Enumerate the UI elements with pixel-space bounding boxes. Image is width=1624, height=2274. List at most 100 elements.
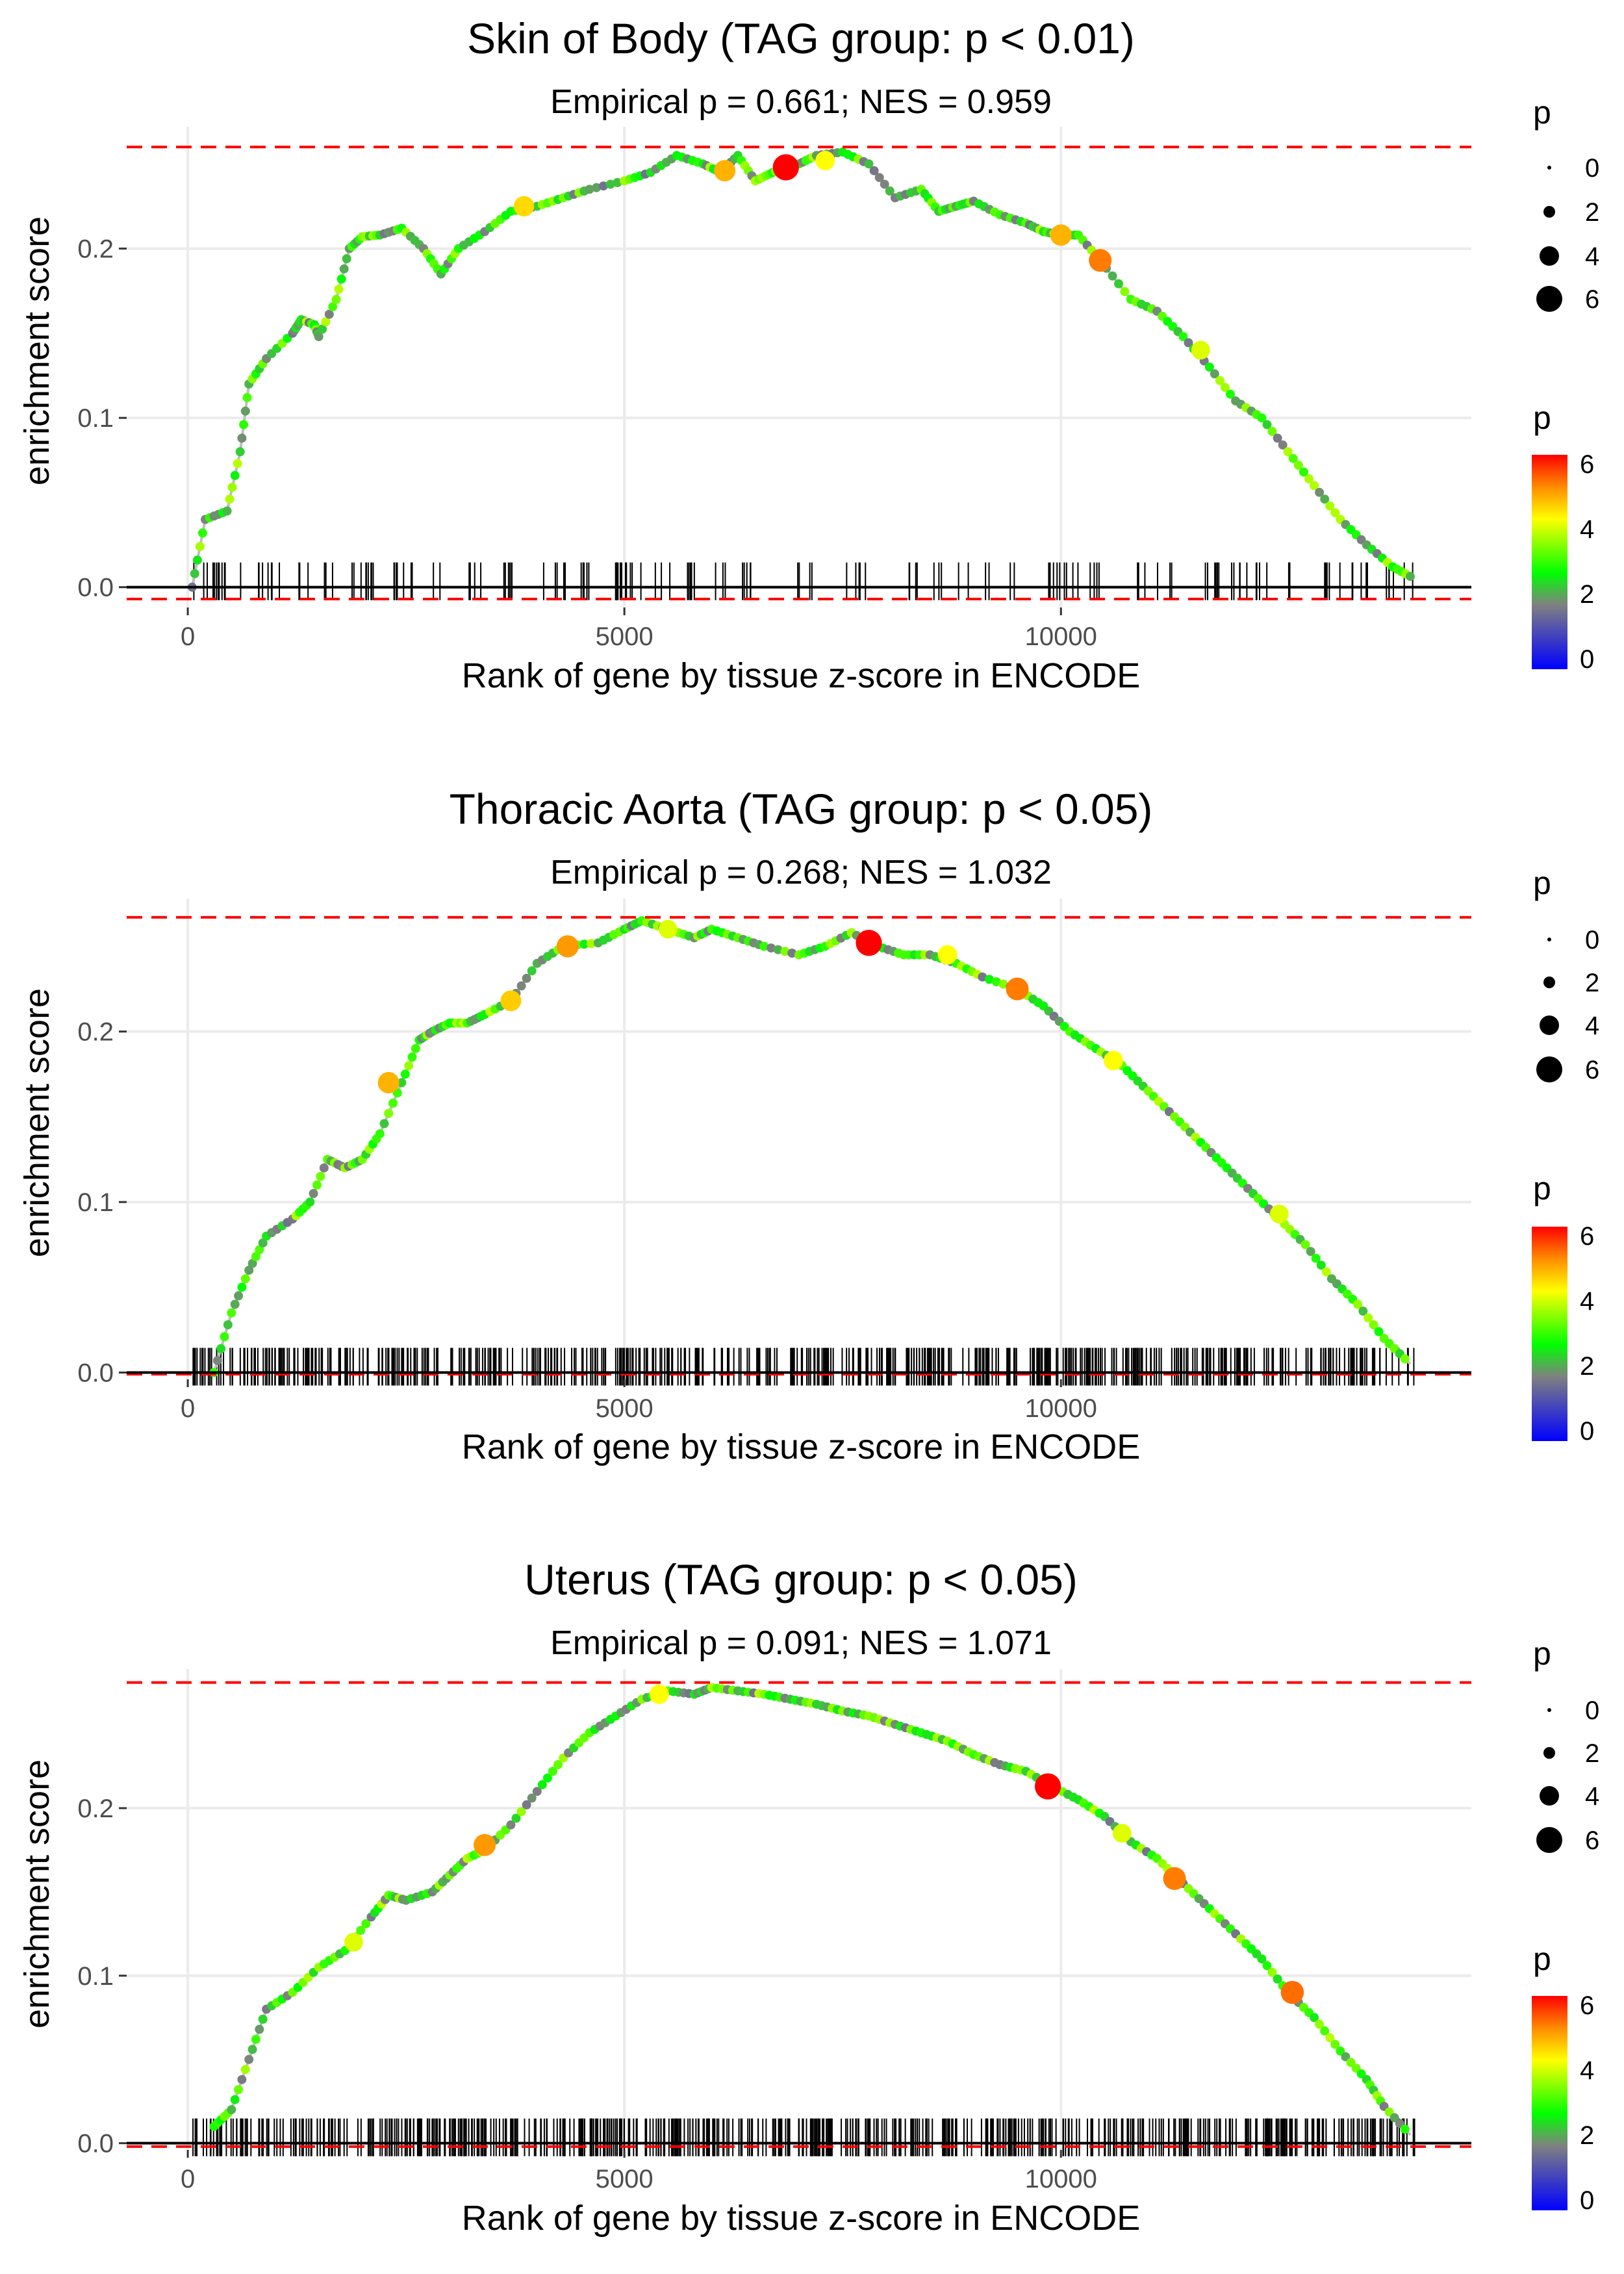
gene-point-highlight — [377, 1071, 400, 1093]
size-legend-label-2: 2 — [1585, 198, 1599, 227]
gene-point — [522, 973, 531, 983]
gene-point — [1356, 2069, 1366, 2078]
gene-point — [247, 2045, 257, 2054]
gene-point-highlight — [659, 919, 678, 939]
size-legend-key-0 — [1547, 1708, 1551, 1712]
gene-point — [1226, 389, 1235, 399]
size-legend: p 0 2 4 6 — [1533, 865, 1599, 1084]
gene-point — [1278, 440, 1288, 450]
gene-point — [613, 178, 622, 187]
colorbar-label-0: 0 — [1580, 2186, 1594, 2215]
gene-point — [1341, 2052, 1351, 2062]
colorbar-label-6: 6 — [1580, 1222, 1594, 1251]
size-legend-label-0: 0 — [1585, 154, 1599, 183]
size-legend: p 0 2 4 6 — [1533, 1635, 1599, 1855]
y-axis-title: enrichment score — [18, 1759, 57, 2028]
gene-point — [227, 1308, 236, 1318]
gene-point — [1353, 1299, 1363, 1309]
colorbar-label-6: 6 — [1580, 1991, 1594, 2020]
color-legend-title: p — [1533, 1170, 1551, 1207]
gene-point — [780, 947, 790, 956]
gene-point — [255, 1245, 264, 1255]
gene-point — [242, 392, 252, 402]
gene-point — [1215, 376, 1224, 385]
gene-point — [1178, 332, 1188, 342]
gene-point — [516, 1807, 526, 1817]
size-legend-key-2 — [1543, 1747, 1555, 1759]
gene-point — [598, 181, 608, 191]
gene-point — [305, 1197, 315, 1207]
gene-point — [532, 1787, 542, 1796]
size-legend-label-4: 4 — [1585, 242, 1599, 271]
gene-point — [1283, 447, 1293, 457]
colorbar-label-2: 2 — [1580, 2121, 1594, 2150]
x-axis-title: Rank of gene by tissue z-score in ENCODE — [462, 656, 1140, 695]
size-legend-title: p — [1533, 1635, 1551, 1672]
gene-point-highlight — [500, 990, 522, 1012]
gene-point — [1315, 487, 1325, 497]
gene-point — [230, 1299, 240, 1309]
gene-point — [1346, 2058, 1356, 2067]
gene-point — [592, 183, 602, 192]
gene-point — [1306, 1247, 1315, 1257]
gene-point — [1210, 369, 1219, 379]
gene-point — [411, 1043, 420, 1053]
colorbar-label-6: 6 — [1580, 450, 1594, 479]
colorbar-label-4: 4 — [1580, 2056, 1594, 2085]
gene-point — [225, 494, 235, 504]
gene-point — [239, 420, 249, 429]
color-legend-title: p — [1533, 400, 1551, 436]
gene-point — [874, 173, 884, 183]
gene-point — [361, 1919, 371, 1928]
color-legend-title: p — [1533, 1941, 1551, 1977]
gene-point — [240, 2065, 250, 2075]
y-tick-label: 0.0 — [77, 574, 114, 602]
x-tick-label: 5000 — [596, 622, 653, 651]
gene-point — [334, 285, 344, 294]
x-tick-label: 5000 — [596, 1394, 653, 1423]
gene-point — [579, 939, 589, 949]
gene-point — [197, 528, 207, 538]
gene-point — [227, 2105, 236, 2115]
gene-point — [1325, 2033, 1335, 2043]
gene-point-highlight — [344, 1932, 363, 1952]
size-legend-key-0 — [1547, 166, 1551, 170]
gene-point — [1204, 363, 1214, 372]
gene-point — [336, 274, 346, 284]
x-tick-label: 10000 — [1025, 2165, 1097, 2193]
gene-point — [404, 1061, 414, 1071]
gene-point — [384, 1108, 394, 1118]
gene-point — [314, 332, 324, 342]
gene-point — [247, 1258, 257, 1268]
color-legend: p 6 4 2 0 — [1532, 1170, 1594, 1446]
gene-point-highlight — [815, 151, 835, 171]
panel-subtitle: Empirical p = 0.091; NES = 1.071 — [550, 1624, 1052, 1662]
y-axis-title: enrichment score — [18, 216, 57, 485]
gene-point-highlight — [1269, 1205, 1289, 1223]
gene-point — [356, 1926, 366, 1935]
gene-point-highlight — [1050, 224, 1072, 246]
gene-point — [759, 941, 769, 951]
gene-point — [388, 1098, 398, 1108]
color-legend: p 6 4 2 0 — [1532, 400, 1594, 674]
panel-title: Thoracic Aorta (TAG group: p < 0.05) — [450, 785, 1153, 833]
gene-point-highlight — [1191, 340, 1210, 360]
panel-subtitle: Empirical p = 0.268; NES = 1.032 — [550, 854, 1052, 891]
gene-point — [537, 1780, 547, 1789]
gene-point — [978, 972, 987, 982]
gene-point — [998, 979, 1008, 989]
gene-point — [1257, 413, 1267, 423]
enrichment-curve — [212, 919, 1412, 1373]
y-tick-label: 0.1 — [77, 404, 114, 433]
gene-point — [1273, 433, 1282, 443]
gene-point — [223, 1320, 233, 1329]
gene-point-highlight — [1034, 1773, 1061, 1800]
gene-point — [1405, 572, 1415, 581]
gene-point — [233, 459, 242, 468]
gene-point-highlight — [1163, 1867, 1186, 1890]
colorbar — [1532, 1996, 1567, 2210]
gene-point — [321, 317, 331, 327]
gene-point — [240, 406, 250, 416]
gene-point — [1114, 279, 1123, 288]
gene-point — [1262, 1961, 1272, 1971]
